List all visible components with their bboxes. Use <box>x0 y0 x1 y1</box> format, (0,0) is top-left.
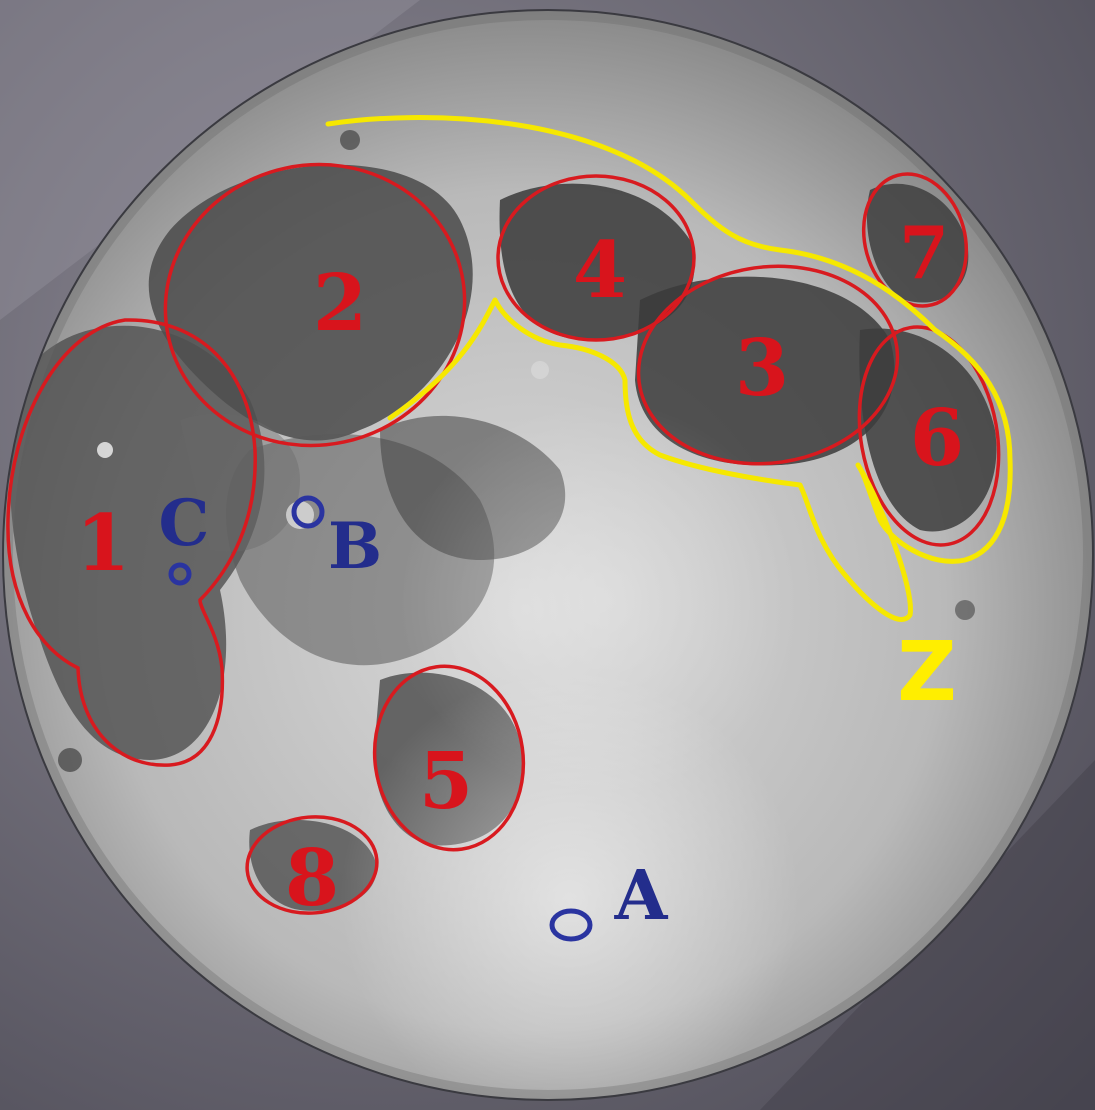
region-2-label: 2 <box>313 258 367 349</box>
region-labels: 1 2 3 4 5 6 7 8 <box>76 210 964 924</box>
region-6-outline <box>857 325 1001 547</box>
region-8-outline <box>245 815 379 915</box>
zone-z-outline <box>325 115 1013 622</box>
region-5-outline <box>372 664 526 852</box>
region-2-outline <box>163 162 467 448</box>
region-3-label: 3 <box>735 323 789 414</box>
zone-outline <box>325 115 1013 622</box>
region-5-label: 5 <box>419 736 473 827</box>
region-4-label: 4 <box>573 225 627 316</box>
region-6-label: 6 <box>910 393 964 484</box>
point-a-label: A <box>614 856 669 936</box>
point-markers: A B C <box>159 486 669 942</box>
point-c-label: C <box>159 486 210 561</box>
point-b-label: B <box>328 509 382 584</box>
region-8-label: 8 <box>285 833 339 924</box>
point-c-marker <box>168 562 192 586</box>
region-3-outline <box>636 264 900 466</box>
region-outlines <box>6 162 1001 915</box>
region-7-outline <box>861 172 969 308</box>
moon-disc <box>3 10 1093 1100</box>
point-b-marker <box>291 495 325 529</box>
region-7-label: 7 <box>899 210 949 295</box>
region-1-outline <box>6 318 257 767</box>
point-a-marker <box>549 908 593 942</box>
region-4-outline <box>496 174 696 342</box>
zone-z-label: Z <box>897 625 956 720</box>
moon-limb <box>2 9 1094 1101</box>
region-1-label: 1 <box>76 498 130 589</box>
